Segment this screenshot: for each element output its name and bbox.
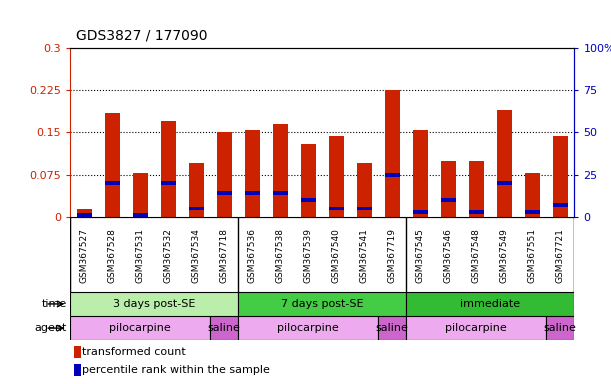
Text: GSM367540: GSM367540 (332, 228, 341, 283)
Text: agent: agent (35, 323, 67, 333)
Bar (406, 292, 574, 316)
Text: immediate: immediate (460, 299, 521, 309)
Bar (497, 181, 512, 185)
Bar (406, 316, 546, 340)
Bar (469, 210, 484, 214)
Bar (384, 173, 400, 177)
Text: GSM367531: GSM367531 (136, 228, 145, 283)
Text: GSM367532: GSM367532 (164, 228, 173, 283)
Text: percentile rank within the sample: percentile rank within the sample (82, 365, 270, 375)
Text: 7 days post-SE: 7 days post-SE (281, 299, 364, 309)
Text: GSM367539: GSM367539 (304, 228, 313, 283)
Text: GSM367721: GSM367721 (556, 228, 565, 283)
Text: GDS3827 / 177090: GDS3827 / 177090 (76, 28, 208, 42)
Bar (441, 161, 456, 217)
Bar (74, 364, 81, 376)
Text: GSM367534: GSM367534 (192, 228, 201, 283)
Bar (210, 316, 238, 340)
Bar (546, 316, 574, 340)
Text: pilocarpine: pilocarpine (277, 323, 339, 333)
Bar (161, 181, 176, 185)
Bar (525, 173, 540, 217)
Text: GSM367548: GSM367548 (472, 228, 481, 283)
Text: GSM367538: GSM367538 (276, 228, 285, 283)
Text: GSM367546: GSM367546 (444, 228, 453, 283)
Bar (244, 130, 260, 217)
Bar (273, 191, 288, 195)
Text: GSM367536: GSM367536 (248, 228, 257, 283)
Bar (70, 292, 238, 316)
Bar (133, 173, 148, 217)
Bar (329, 207, 344, 210)
Text: pilocarpine: pilocarpine (109, 323, 171, 333)
Bar (133, 213, 148, 217)
Text: saline: saline (208, 323, 241, 333)
Bar (273, 124, 288, 217)
Bar (244, 191, 260, 195)
Text: GSM367528: GSM367528 (108, 228, 117, 283)
Bar (216, 191, 232, 195)
Text: 3 days post-SE: 3 days post-SE (113, 299, 196, 309)
Text: GSM367541: GSM367541 (360, 228, 369, 283)
Text: transformed count: transformed count (82, 347, 186, 357)
Text: GSM367527: GSM367527 (80, 228, 89, 283)
Bar (329, 136, 344, 217)
Text: saline: saline (544, 323, 577, 333)
Text: GSM367549: GSM367549 (500, 228, 509, 283)
Bar (76, 209, 92, 217)
Bar (189, 164, 204, 217)
Bar (189, 207, 204, 210)
Bar (552, 136, 568, 217)
Bar (74, 346, 81, 358)
Bar (104, 113, 120, 217)
Bar (238, 316, 378, 340)
Bar (552, 203, 568, 207)
Text: time: time (42, 299, 67, 309)
Bar (469, 161, 484, 217)
Bar (525, 210, 540, 214)
Bar (357, 207, 372, 210)
Bar (497, 110, 512, 217)
Bar (216, 132, 232, 217)
Text: GSM367719: GSM367719 (388, 228, 397, 283)
Bar (161, 121, 176, 217)
Bar (301, 198, 316, 202)
Bar (301, 144, 316, 217)
Bar (441, 198, 456, 202)
Bar (378, 316, 406, 340)
Bar (76, 213, 92, 217)
Bar (104, 181, 120, 185)
Bar (412, 210, 428, 214)
Text: GSM367718: GSM367718 (220, 228, 229, 283)
Text: GSM367545: GSM367545 (416, 228, 425, 283)
Bar (412, 130, 428, 217)
Bar (70, 316, 210, 340)
Bar (384, 90, 400, 217)
Bar (238, 292, 406, 316)
Bar (357, 164, 372, 217)
Text: saline: saline (376, 323, 409, 333)
Text: GSM367551: GSM367551 (528, 228, 537, 283)
Text: pilocarpine: pilocarpine (445, 323, 507, 333)
